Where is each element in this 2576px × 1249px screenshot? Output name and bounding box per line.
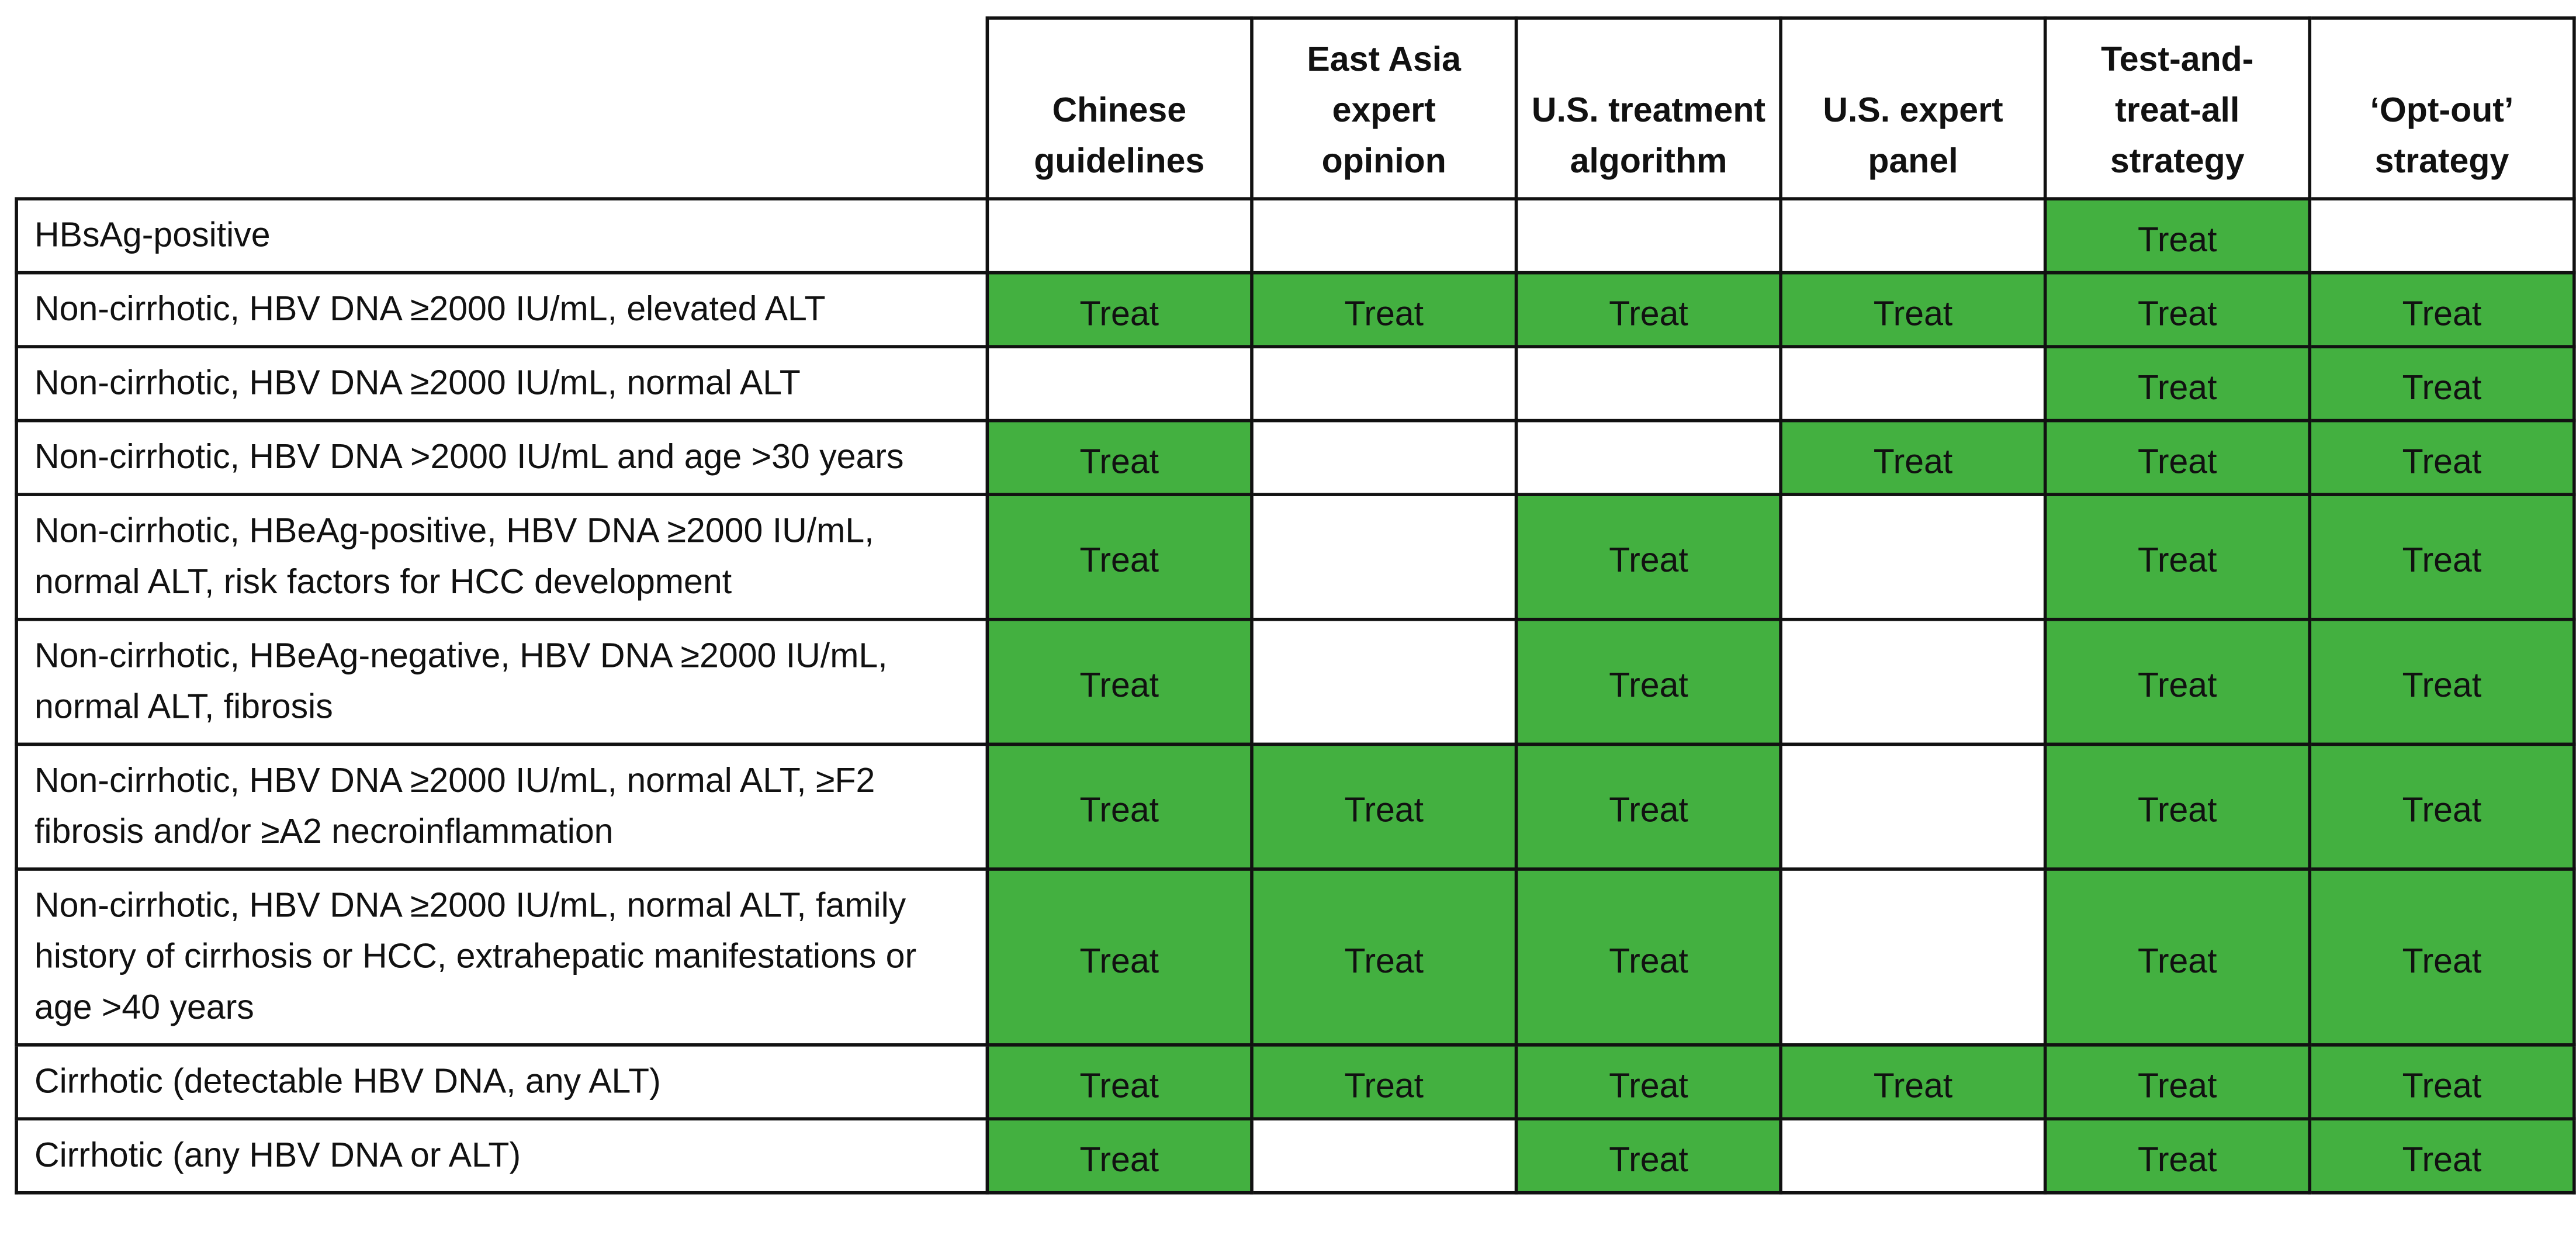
treat-cell: Treat (2308, 493, 2576, 621)
treat-cell: Treat (2043, 493, 2311, 621)
empty-cell (1250, 493, 1518, 621)
empty-cell (1779, 867, 2047, 1047)
treat-cell: Treat (2043, 1043, 2311, 1121)
empty-cell (1514, 345, 1783, 423)
treat-cell: Treat (985, 271, 1254, 348)
empty-cell (1779, 742, 2047, 871)
empty-cell (2308, 197, 2576, 275)
treat-cell: Treat (1250, 1043, 1518, 1121)
treatment-table: Chinese guidelines East Asia expert opini… (15, 16, 2576, 1195)
empty-cell (1779, 345, 2047, 423)
empty-cell (1250, 617, 1518, 746)
row-label: HBsAg-positive (15, 197, 989, 275)
row-label: Non-cirrhotic, HBV DNA ≥2000 IU/mL, elev… (15, 271, 989, 348)
table-row: Non-cirrhotic, HBV DNA ≥2000 IU/mL, elev… (15, 271, 2576, 348)
treat-cell: Treat (1779, 1043, 2047, 1121)
column-header: U.S. treatment algorithm (1514, 16, 1783, 200)
empty-cell (1250, 345, 1518, 423)
treat-cell: Treat (2308, 617, 2576, 746)
empty-cell (1779, 617, 2047, 746)
treat-cell: Treat (985, 418, 1254, 496)
empty-cell (1779, 493, 2047, 621)
empty-cell (1514, 418, 1783, 496)
table-row: Non-cirrhotic, HBeAg-positive, HBV DNA ≥… (15, 493, 2576, 621)
table-row: Non-cirrhotic, HBV DNA >2000 IU/mL and a… (15, 418, 2576, 496)
table-row: HBsAg-positive Treat (15, 197, 2576, 275)
treat-cell: Treat (1514, 1043, 1783, 1121)
corner-cell (16, 18, 989, 200)
treat-cell: Treat (1514, 617, 1783, 746)
header-row: Chinese guidelines East Asia expert opini… (16, 16, 2576, 200)
empty-cell (985, 345, 1254, 423)
treat-cell: Treat (1250, 742, 1518, 871)
treat-cell: Treat (1514, 867, 1783, 1047)
treat-cell: Treat (2043, 271, 2311, 348)
table-row: Cirrhotic (any HBV DNA or ALT) Treat Treat… (15, 1117, 2576, 1195)
empty-cell (985, 197, 1254, 275)
treat-cell: Treat (1250, 271, 1518, 348)
column-header: ‘Opt-out’ strategy (2308, 16, 2576, 200)
treat-cell: Treat (2308, 271, 2576, 348)
treat-cell: Treat (985, 617, 1254, 746)
column-header: U.S. expert panel (1779, 16, 2047, 200)
table-body: HBsAg-positive Treat Non-cirrhotic, HBV DN… (15, 197, 2576, 1195)
treat-cell: Treat (1514, 1117, 1783, 1195)
treat-cell: Treat (2308, 1117, 2576, 1195)
empty-cell (1779, 197, 2047, 275)
empty-cell (1250, 418, 1518, 496)
treat-cell: Treat (1514, 271, 1783, 348)
treat-cell: Treat (1779, 271, 2047, 348)
treat-cell: Treat (2043, 1117, 2311, 1195)
treat-cell: Treat (1250, 867, 1518, 1047)
treat-cell: Treat (2043, 197, 2311, 275)
row-label: Non-cirrhotic, HBV DNA ≥2000 IU/mL, norm… (15, 867, 989, 1047)
treat-cell: Treat (985, 867, 1254, 1047)
column-header: Test-and-treat-all strategy (2043, 16, 2311, 200)
treat-cell: Treat (2308, 1043, 2576, 1121)
treat-cell: Treat (2043, 345, 2311, 423)
row-label: Cirrhotic (any HBV DNA or ALT) (15, 1117, 989, 1195)
treat-cell: Treat (2043, 617, 2311, 746)
treat-cell: Treat (1514, 493, 1783, 621)
treat-cell: Treat (1779, 418, 2047, 496)
row-label: Non-cirrhotic, HBV DNA ≥2000 IU/mL, norm… (15, 742, 989, 871)
table-row: Non-cirrhotic, HBV DNA ≥2000 IU/mL, norm… (15, 345, 2576, 423)
treat-cell: Treat (1514, 742, 1783, 871)
empty-cell (1250, 197, 1518, 275)
empty-cell (1779, 1117, 2047, 1195)
empty-cell (1250, 1117, 1518, 1195)
table-row: Non-cirrhotic, HBeAg-negative, HBV DNA ≥… (15, 617, 2576, 746)
row-label: Non-cirrhotic, HBV DNA >2000 IU/mL and a… (15, 418, 989, 496)
treat-cell: Treat (2308, 345, 2576, 423)
treat-cell: Treat (2043, 418, 2311, 496)
treat-cell: Treat (2308, 867, 2576, 1047)
table-row: Non-cirrhotic, HBV DNA ≥2000 IU/mL, norm… (15, 867, 2576, 1047)
treat-cell: Treat (985, 1043, 1254, 1121)
treat-cell: Treat (2043, 742, 2311, 871)
row-label: Non-cirrhotic, HBeAg-positive, HBV DNA ≥… (15, 493, 989, 621)
empty-cell (1514, 197, 1783, 275)
treat-cell: Treat (985, 1117, 1254, 1195)
table-row: Non-cirrhotic, HBV DNA ≥2000 IU/mL, norm… (15, 742, 2576, 871)
column-header: Chinese guidelines (985, 16, 1254, 200)
treat-cell: Treat (2308, 742, 2576, 871)
row-label: Cirrhotic (detectable HBV DNA, any ALT) (15, 1043, 989, 1121)
row-label: Non-cirrhotic, HBV DNA ≥2000 IU/mL, norm… (15, 345, 989, 423)
treat-cell: Treat (985, 742, 1254, 871)
table-row: Cirrhotic (detectable HBV DNA, any ALT) T… (15, 1043, 2576, 1121)
row-label: Non-cirrhotic, HBeAg-negative, HBV DNA ≥… (15, 617, 989, 746)
treat-cell: Treat (2043, 867, 2311, 1047)
treat-cell: Treat (2308, 418, 2576, 496)
treat-cell: Treat (985, 493, 1254, 621)
column-header: East Asia expert opinion (1250, 16, 1518, 200)
